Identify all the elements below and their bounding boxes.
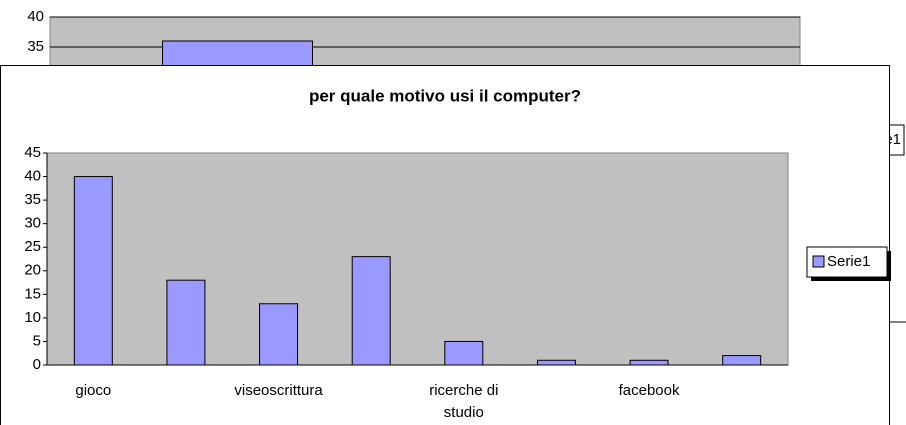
y-tick-label: 0	[33, 356, 41, 373]
y-tick-label: 40	[27, 8, 44, 25]
y-tick-label: 5	[33, 332, 41, 349]
y-tick-label: 15	[24, 285, 41, 302]
bar	[444, 340, 484, 366]
legend-label: Serie1	[827, 253, 870, 270]
legend-swatch	[812, 255, 825, 268]
y-tick-label: 25	[24, 238, 41, 255]
y-tick-label: 20	[24, 262, 41, 279]
bar	[259, 303, 299, 366]
x-tick-label: ricerche di studio	[429, 382, 498, 421]
y-tick-label: 35	[27, 38, 44, 55]
y-tick-label: 10	[24, 309, 41, 326]
bar	[166, 279, 206, 366]
bar	[722, 355, 762, 366]
chart-title: per quale motivo usi il computer?	[309, 86, 581, 105]
y-tick-label: 45	[24, 144, 41, 161]
y-tick-label: 30	[24, 215, 41, 232]
bar	[536, 359, 576, 366]
x-tick-label: facebook	[619, 382, 680, 399]
x-tick-label: viseoscrittura	[234, 382, 323, 399]
bar	[629, 359, 669, 366]
plot-area	[46, 152, 789, 366]
y-tick-label: 40	[24, 168, 41, 185]
x-tick-label: gioco	[75, 382, 111, 399]
bar	[351, 256, 391, 366]
y-tick-label: 35	[24, 191, 41, 208]
bar	[73, 176, 113, 366]
